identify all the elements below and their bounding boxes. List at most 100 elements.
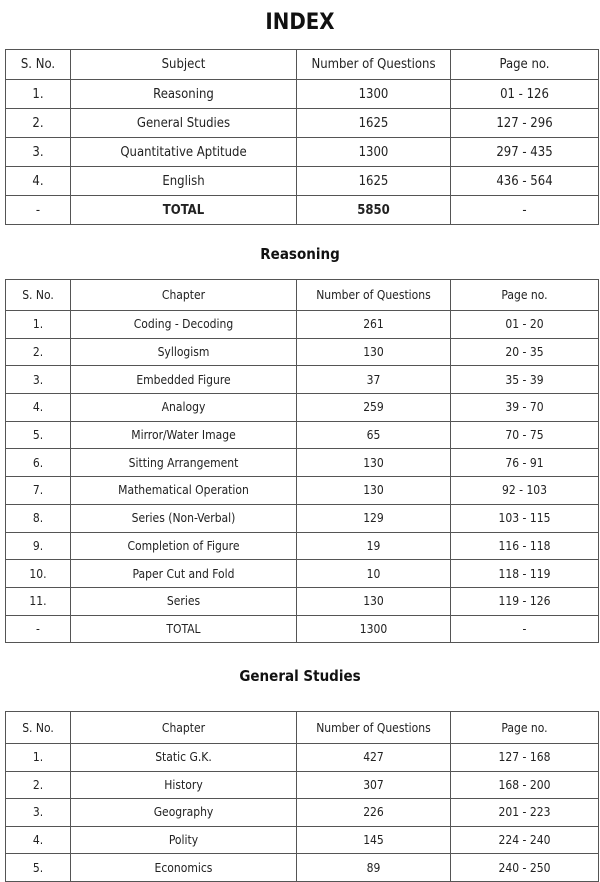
table-cell: 116 - 118 <box>450 531 599 561</box>
table-cell: 297 - 435 <box>450 137 599 167</box>
table-row: 7. Mathematical Operation 130 92 - 103 <box>5 476 599 505</box>
table-cell: 259 <box>296 393 451 422</box>
table-cell: 20 - 35 <box>450 337 599 367</box>
table-cell: Series <box>70 586 297 616</box>
column-header: S. No. <box>5 711 71 744</box>
header-row: S. No. Subject Number of Questions Page no. <box>5 49 599 80</box>
table-cell: 145 <box>296 825 451 855</box>
table-cell: English <box>70 166 297 196</box>
column-header: Page no. <box>450 279 599 311</box>
table-row: 1. Coding - Decoding 261 01 - 20 <box>5 310 599 339</box>
table-row: 4. English 1625 436 - 564 <box>5 166 599 196</box>
table-cell: Reasoning <box>70 79 297 109</box>
index-title: INDEX <box>265 10 335 35</box>
table-cell: - <box>5 614 71 644</box>
table-cell: 168 - 200 <box>450 770 599 800</box>
table-cell: 5. <box>5 420 71 450</box>
column-header: Chapter <box>70 279 297 311</box>
table-cell: Syllogism <box>70 337 297 367</box>
table-cell: Mirror/Water Image <box>70 420 297 450</box>
table-cell: 70 - 75 <box>450 420 599 450</box>
table-row: 4. Polity 145 224 - 240 <box>5 825 599 855</box>
table-cell: Sitting Arrangement <box>70 448 297 478</box>
table-row: 3. Embedded Figure 37 35 - 39 <box>5 365 599 395</box>
table-row: 9. Completion of Figure 19 116 - 118 <box>5 531 599 561</box>
table-cell: Series (Non-Verbal) <box>70 503 297 533</box>
table-cell: 4. <box>5 393 71 422</box>
column-header: Chapter <box>70 711 297 744</box>
table-cell: 39 - 70 <box>450 393 599 422</box>
table-row: 3. Geography 226 201 - 223 <box>5 798 599 827</box>
table-cell: 76 - 91 <box>450 448 599 478</box>
table-cell: 11. <box>5 586 71 616</box>
table-cell: - <box>450 614 599 644</box>
column-header: Subject <box>70 49 297 80</box>
table-cell: 118 - 119 <box>450 559 599 588</box>
table-cell: 01 - 126 <box>450 79 599 109</box>
table-cell: 127 - 168 <box>450 743 599 772</box>
table-row: 2. Syllogism 130 20 - 35 <box>5 337 599 367</box>
table-row: 1. Reasoning 1300 01 - 126 <box>5 79 599 109</box>
table-cell: 92 - 103 <box>450 476 599 505</box>
reasoning-title: Reasoning <box>260 245 340 263</box>
table-cell: 5. <box>5 853 71 882</box>
table-cell: 1625 <box>296 108 451 138</box>
table-cell: 1. <box>5 310 71 339</box>
table-cell: 2. <box>5 108 71 138</box>
table-row: 5. Economics 89 240 - 250 <box>5 853 599 882</box>
table-cell: Mathematical Operation <box>70 476 297 505</box>
table-cell: Embedded Figure <box>70 365 297 395</box>
table-cell: General Studies <box>70 108 297 138</box>
table-cell: 89 <box>296 853 451 882</box>
table-cell: 130 <box>296 448 451 478</box>
table-cell: 130 <box>296 586 451 616</box>
general-studies-title: General Studies <box>239 667 361 685</box>
table-cell: TOTAL <box>70 195 297 225</box>
table-cell: 10 <box>296 559 451 588</box>
table-cell: 19 <box>296 531 451 561</box>
table-cell: 240 - 250 <box>450 853 599 882</box>
table-cell: TOTAL <box>70 614 297 644</box>
table-cell: 103 - 115 <box>450 503 599 533</box>
table-cell: Quantitative Aptitude <box>70 137 297 167</box>
table-cell: 4. <box>5 166 71 196</box>
table-cell: 3. <box>5 798 71 827</box>
table-row: 3. Quantitative Aptitude 1300 297 - 435 <box>5 137 599 167</box>
table-cell: 35 - 39 <box>450 365 599 395</box>
table-cell: 3. <box>5 365 71 395</box>
table-cell: 1300 <box>296 614 451 644</box>
table-cell: 261 <box>296 310 451 339</box>
table-cell: Static G.K. <box>70 743 297 772</box>
table-cell: 307 <box>296 770 451 800</box>
table-cell: - <box>450 195 599 225</box>
table-cell: Paper Cut and Fold <box>70 559 297 588</box>
table-cell: 4. <box>5 825 71 855</box>
column-header: Number of Questions <box>296 279 451 311</box>
table-cell: 119 - 126 <box>450 586 599 616</box>
table-cell: 37 <box>296 365 451 395</box>
reasoning-table: S. No. Chapter Number of Questions Page no.… <box>5 279 599 644</box>
table-row: 11. Series 130 119 - 126 <box>5 586 599 616</box>
table-cell: History <box>70 770 297 800</box>
table-cell: 6. <box>5 448 71 478</box>
table-cell: Analogy <box>70 393 297 422</box>
column-header: S. No. <box>5 49 71 80</box>
table-row: 5. Mirror/Water Image 65 70 - 75 <box>5 420 599 450</box>
table-cell: 1. <box>5 743 71 772</box>
table-cell: Completion of Figure <box>70 531 297 561</box>
table-cell: 3. <box>5 137 71 167</box>
column-header: Page no. <box>450 49 599 80</box>
table-cell: 1. <box>5 79 71 109</box>
column-header: Number of Questions <box>296 49 451 80</box>
table-cell: Economics <box>70 853 297 882</box>
column-header: S. No. <box>5 279 71 311</box>
table-cell: Coding - Decoding <box>70 310 297 339</box>
column-header: Page no. <box>450 711 599 744</box>
table-cell: - <box>5 195 71 225</box>
table-row: 10. Paper Cut and Fold 10 118 - 119 <box>5 559 599 588</box>
table-cell: 1625 <box>296 166 451 196</box>
table-cell: 65 <box>296 420 451 450</box>
table-cell: 2. <box>5 337 71 367</box>
table-cell: Geography <box>70 798 297 827</box>
general-studies-table: S. No. Chapter Number of Questions Page no.… <box>5 711 599 882</box>
